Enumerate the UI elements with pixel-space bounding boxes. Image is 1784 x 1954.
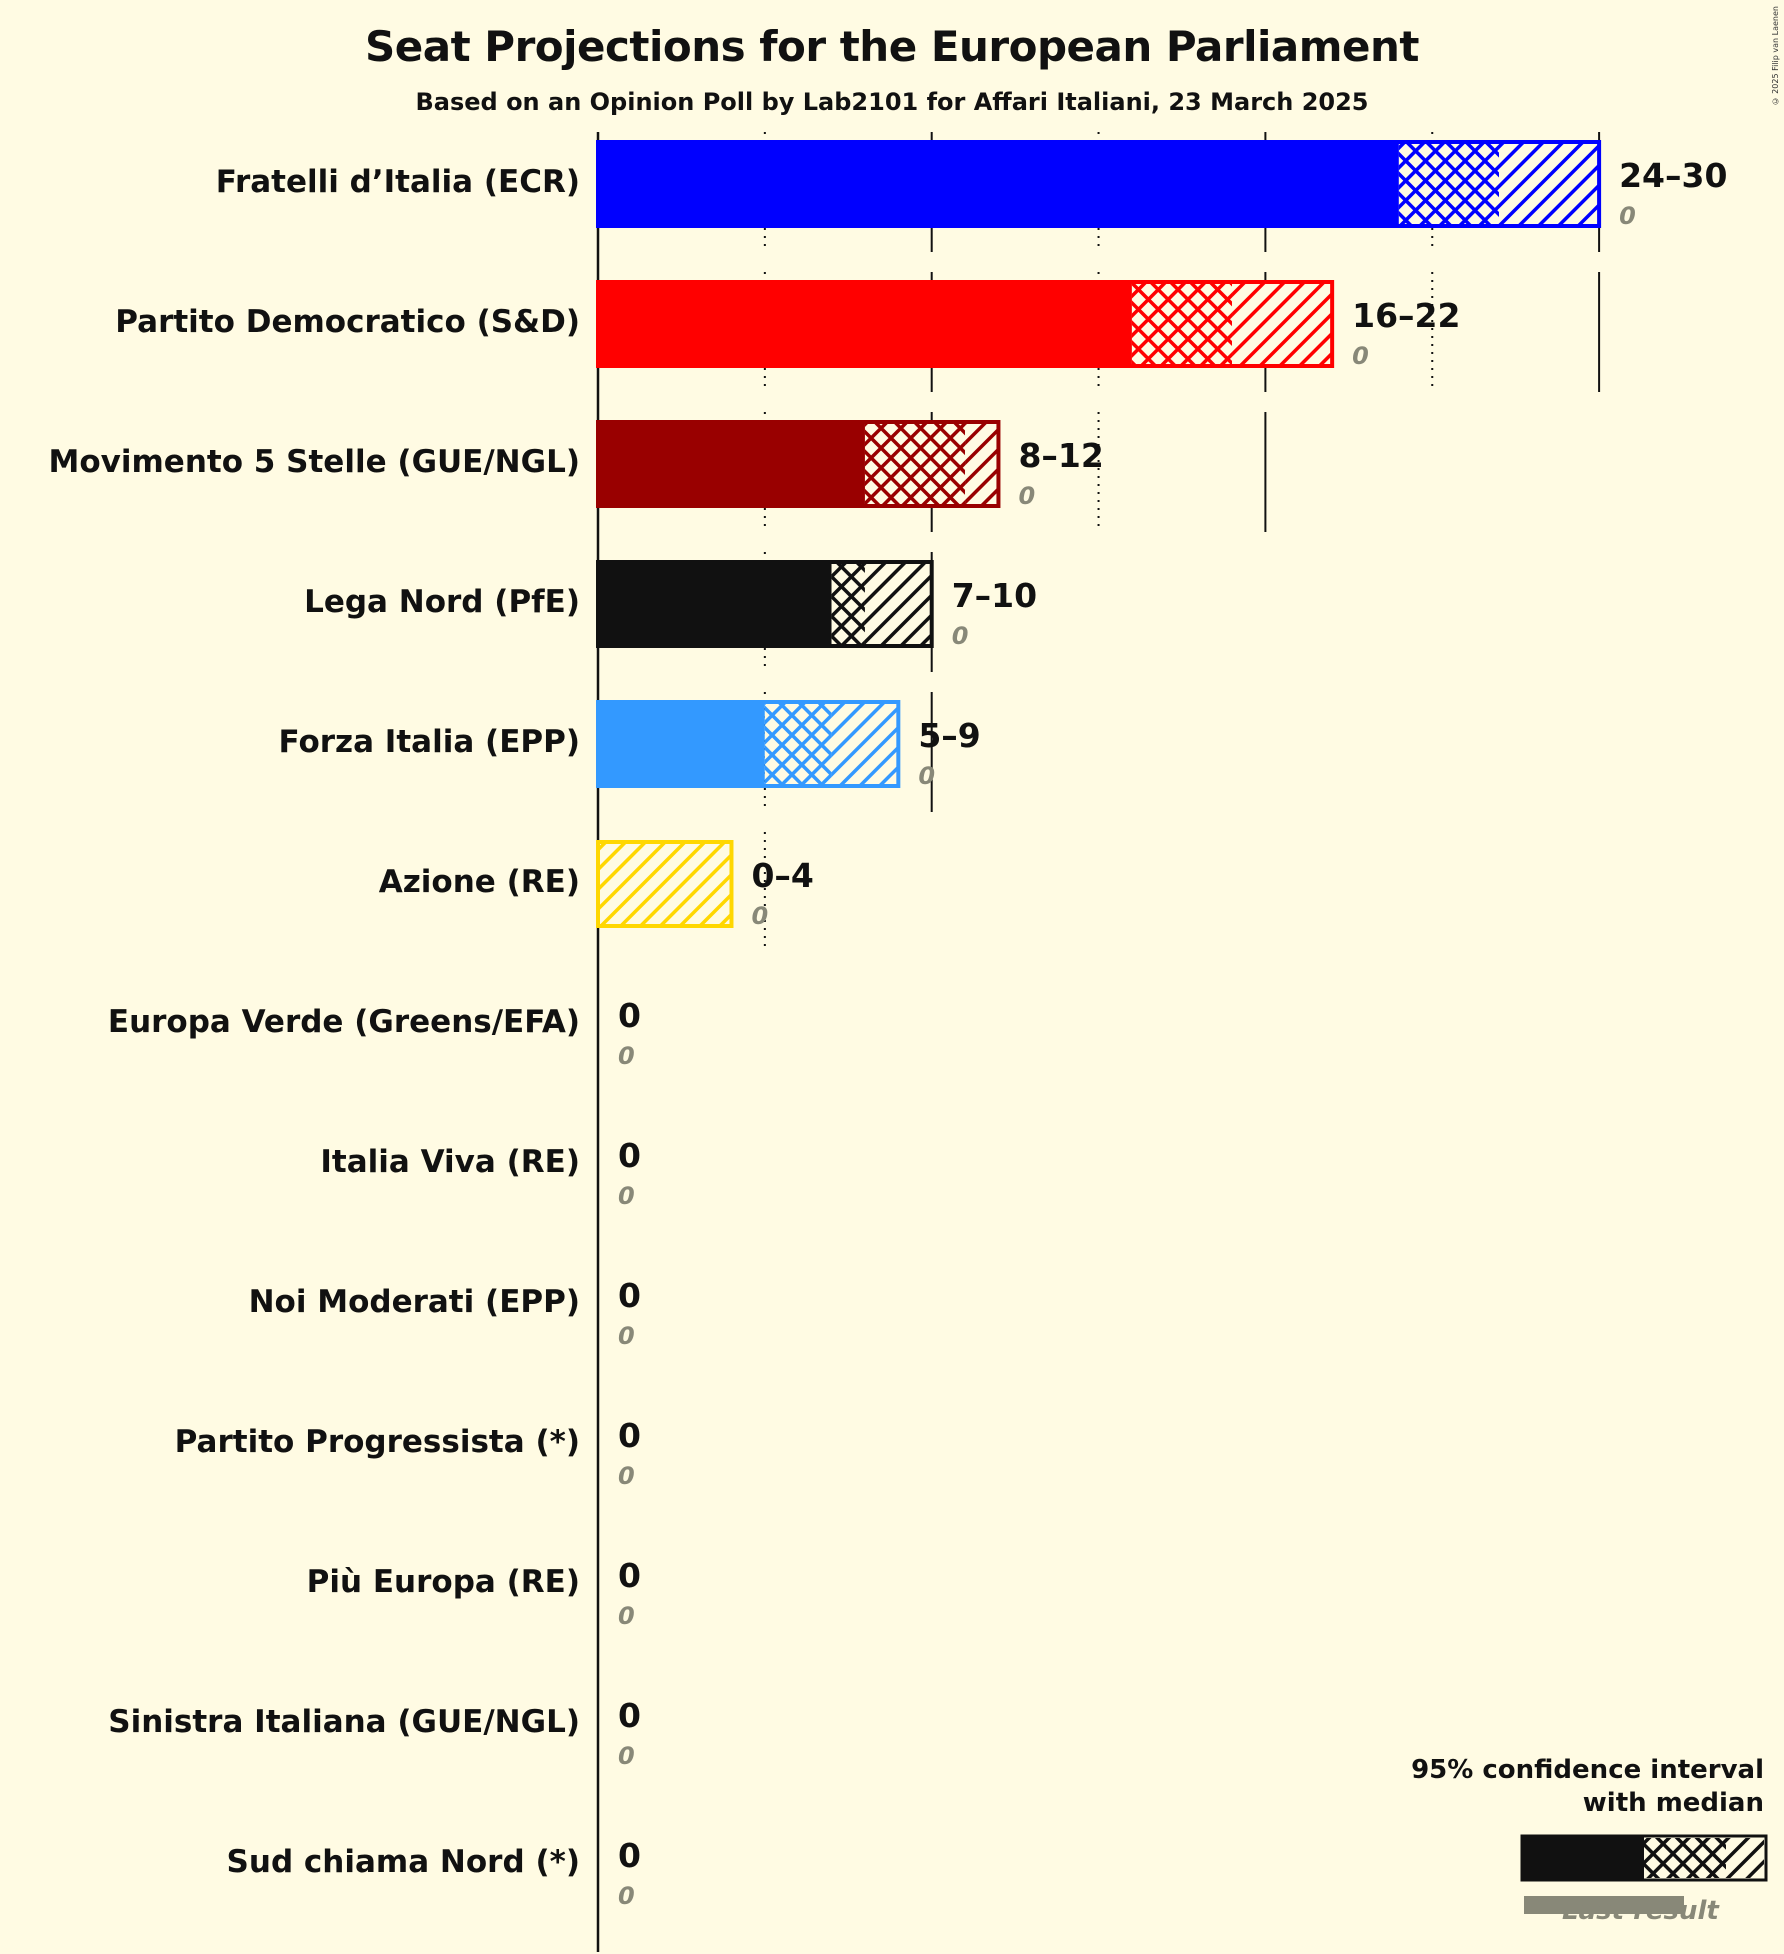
party-bar (596, 420, 1001, 508)
legend-last-result-bar (1524, 1896, 1684, 1914)
last-result-label: 0 (1018, 482, 1036, 510)
last-result-label: 0 (1352, 342, 1369, 370)
chart-title: Seat Projections for the European Parlia… (365, 22, 1419, 71)
seat-range-label: 8–12 (1018, 436, 1104, 475)
bar-ci-lower (764, 704, 832, 784)
last-result-label: 0 (618, 1602, 635, 1630)
party-label: Lega Nord (PfE) (304, 584, 580, 620)
bar-ci-lower (864, 424, 966, 504)
bar-ci-upper (965, 424, 999, 504)
last-result-label: 0 (618, 1742, 635, 1770)
bar-solid (598, 562, 832, 646)
seat-range-label: 0 (618, 1556, 641, 1595)
last-result-label: 0 (618, 1462, 635, 1490)
seat-range-label: 0 (618, 996, 641, 1035)
party-bar (596, 840, 734, 928)
last-result-label: 0 (618, 1042, 635, 1070)
bar-outline (596, 700, 901, 788)
party-bar (596, 280, 1335, 368)
bar-solid (598, 142, 1399, 226)
last-result-label: 0 (618, 1182, 635, 1210)
bar-outline (596, 140, 1602, 228)
bar-outline (596, 560, 934, 648)
last-result-label: 0 (618, 1322, 635, 1350)
bar-solid (598, 282, 1132, 366)
legend-outline (1520, 1834, 1768, 1882)
seat-range-label: 0 (618, 1136, 641, 1175)
seat-range-label: 7–10 (951, 576, 1038, 615)
party-label: Sinistra Italiana (GUE/NGL) (108, 1704, 580, 1740)
last-result-label: 0 (618, 1882, 635, 1910)
party-label: Fratelli d’Italia (ECR) (215, 164, 580, 200)
legend-title-line2: with median (1582, 1788, 1764, 1818)
legend-last-result-label: Last result (1562, 1896, 1719, 1926)
party-label: Partito Progressista (*) (174, 1424, 580, 1460)
bar-outline (596, 420, 1001, 508)
legend-solid (1522, 1836, 1644, 1880)
bar-solid (598, 702, 765, 786)
party-label: Partito Democratico (S&D) (115, 304, 580, 340)
last-result-label: 0 (951, 622, 969, 650)
party-label: Noi Moderati (EPP) (248, 1284, 580, 1320)
bar-ci-upper (1232, 284, 1333, 364)
party-label: Sud chiama Nord (*) (226, 1844, 580, 1880)
bar-ci-lower (831, 564, 865, 644)
legend-ci-upper (1726, 1838, 1764, 1878)
party-label: Movimento 5 Stelle (GUE/NGL) (48, 444, 580, 480)
legend-ci-lower (1644, 1838, 1726, 1878)
party-bar (596, 140, 1602, 228)
party-label: Più Europa (RE) (306, 1564, 580, 1600)
legend-title: 95% confidence interval with median (1411, 1754, 1764, 1820)
seat-range-label: 5–9 (918, 716, 981, 755)
party-label: Europa Verde (Greens/EFA) (107, 1004, 580, 1040)
bar-outline (596, 280, 1335, 368)
party-bar (596, 700, 901, 788)
bar-ci-upper (598, 844, 732, 924)
seat-range-label: 24–30 (1619, 156, 1728, 195)
party-bar (596, 560, 934, 648)
chart-subtitle: Based on an Opinion Poll by Lab2101 for … (415, 88, 1369, 116)
seat-range-label: 0 (618, 1836, 641, 1875)
bar-ci-upper (864, 564, 932, 644)
bar-ci-lower (1398, 144, 1499, 224)
bars (596, 140, 1602, 928)
gridlines (596, 132, 1601, 1952)
bar-solid (598, 422, 865, 506)
last-result-label: 0 (918, 762, 936, 790)
seat-range-label: 0 (618, 1416, 641, 1455)
legend-swatch (1520, 1834, 1768, 1914)
bar-outline (596, 840, 734, 928)
last-result-label: 0 (1619, 202, 1636, 230)
party-label: Azione (RE) (378, 864, 580, 900)
bar-ci-upper (1498, 144, 1600, 224)
seat-range-label: 0–4 (751, 856, 814, 895)
bar-ci-lower (1131, 284, 1233, 364)
last-result-label: 0 (751, 902, 769, 930)
seat-range-label: 0 (618, 1696, 641, 1735)
legend-title-line1: 95% confidence interval (1411, 1755, 1764, 1785)
party-label: Italia Viva (RE) (320, 1144, 580, 1180)
seat-range-label: 0 (618, 1276, 641, 1315)
seat-range-label: 16–22 (1352, 296, 1461, 335)
party-label: Forza Italia (EPP) (278, 724, 580, 760)
bar-ci-upper (831, 704, 899, 784)
